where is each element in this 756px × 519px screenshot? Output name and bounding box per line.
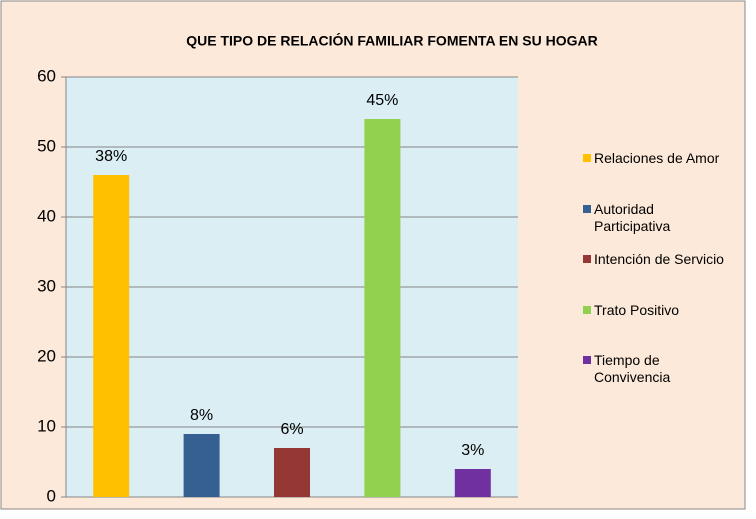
- y-tick-label: 60: [37, 66, 56, 85]
- bar: [274, 448, 310, 497]
- chart-title: QUE TIPO DE RELACIÓN FAMILIAR FOMENTA EN…: [186, 32, 597, 49]
- legend-swatch: [583, 356, 591, 364]
- legend-label: Tiempo de Convivencia: [594, 352, 671, 385]
- data-label: 45%: [366, 92, 398, 109]
- y-tick-label: 10: [37, 416, 56, 435]
- legend-label: Relaciones de Amor: [594, 150, 720, 166]
- data-label: 8%: [190, 407, 213, 424]
- y-tick-label: 20: [37, 346, 56, 365]
- legend-label: Intención de Servicio: [594, 251, 724, 267]
- bar: [454, 469, 491, 497]
- legend-label: Autoridad Participativa: [594, 200, 671, 234]
- legend-swatch: [583, 154, 591, 162]
- legend-swatch: [583, 305, 591, 314]
- legend-swatch: [583, 255, 591, 263]
- data-label: 3%: [461, 442, 484, 459]
- legend-swatch: [583, 204, 591, 213]
- bar: [183, 434, 220, 497]
- data-label: 38%: [95, 148, 127, 165]
- y-tick-label: 40: [37, 206, 56, 225]
- y-tick-label: 50: [37, 136, 56, 155]
- legend-label: Trato Positivo: [594, 301, 680, 318]
- y-tick-label: 30: [37, 276, 56, 295]
- bar: [93, 175, 130, 497]
- y-tick-label: 0: [47, 486, 56, 505]
- bar: [364, 119, 401, 497]
- data-label: 6%: [280, 421, 303, 438]
